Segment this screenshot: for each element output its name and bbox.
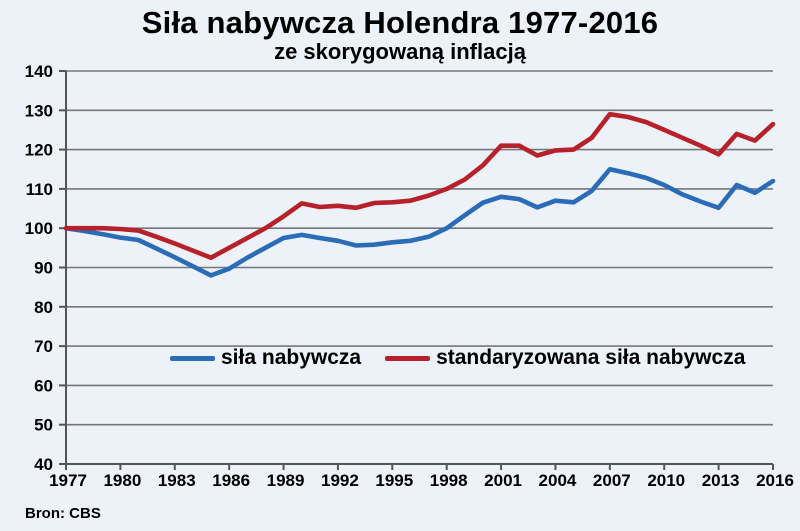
y-tick-label-40: 40 [34,455,53,474]
x-tick-label-2010: 2010 [647,471,685,490]
series-line-standaryzowana-si-a-nabywcza [63,111,776,261]
x-tick-label-1995: 1995 [375,471,413,490]
series-line-si-a-nabywcza [63,167,776,278]
x-tick-label-2013: 2013 [702,471,740,490]
y-tick-label-90: 90 [34,259,53,278]
chart-legend: siła nabywcza standaryzowana siła nabywc… [170,346,745,370]
source-note: Bron: CBS [25,505,101,522]
x-tick-label-1980: 1980 [103,471,141,490]
chart-title: Siła nabywcza Holendra 1977-2016 [141,5,659,40]
x-tick-label-2004: 2004 [539,471,577,490]
y-tick-label-60: 60 [34,376,53,395]
y-tick-label-50: 50 [34,416,53,435]
x-tick-label-1977: 1977 [49,471,87,490]
legend-item-sila-nabywcza: siła nabywcza [170,346,361,370]
legend-label: standaryzowana siła nabywcza [436,346,746,369]
y-tick-label-120: 120 [25,141,53,160]
x-tick-label-1992: 1992 [321,471,359,490]
red-line-swatch [385,355,431,361]
y-tick-label-130: 130 [25,101,53,120]
chart-subtitle: ze skorygowaną inflacją [274,39,526,64]
x-tick-label-1986: 1986 [212,471,250,490]
x-tick-label-1989: 1989 [267,471,305,490]
y-tick-label-100: 100 [25,219,53,238]
x-tick-label-1998: 1998 [430,471,468,490]
x-tick-label-2007: 2007 [593,471,631,490]
y-tick-label-70: 70 [34,337,53,356]
legend-label: siła nabywcza [221,346,362,369]
x-tick-label-2016: 2016 [756,471,794,490]
x-tick-label-1983: 1983 [158,471,196,490]
legend-item-standaryzowana-sila-nabywcza: standaryzowana siła nabywcza [385,346,745,370]
x-tick-label-2001: 2001 [484,471,522,490]
y-tick-label-140: 140 [25,62,53,81]
blue-line-swatch [170,355,215,361]
y-tick-label-110: 110 [26,180,53,199]
y-tick-label-80: 80 [34,298,53,317]
